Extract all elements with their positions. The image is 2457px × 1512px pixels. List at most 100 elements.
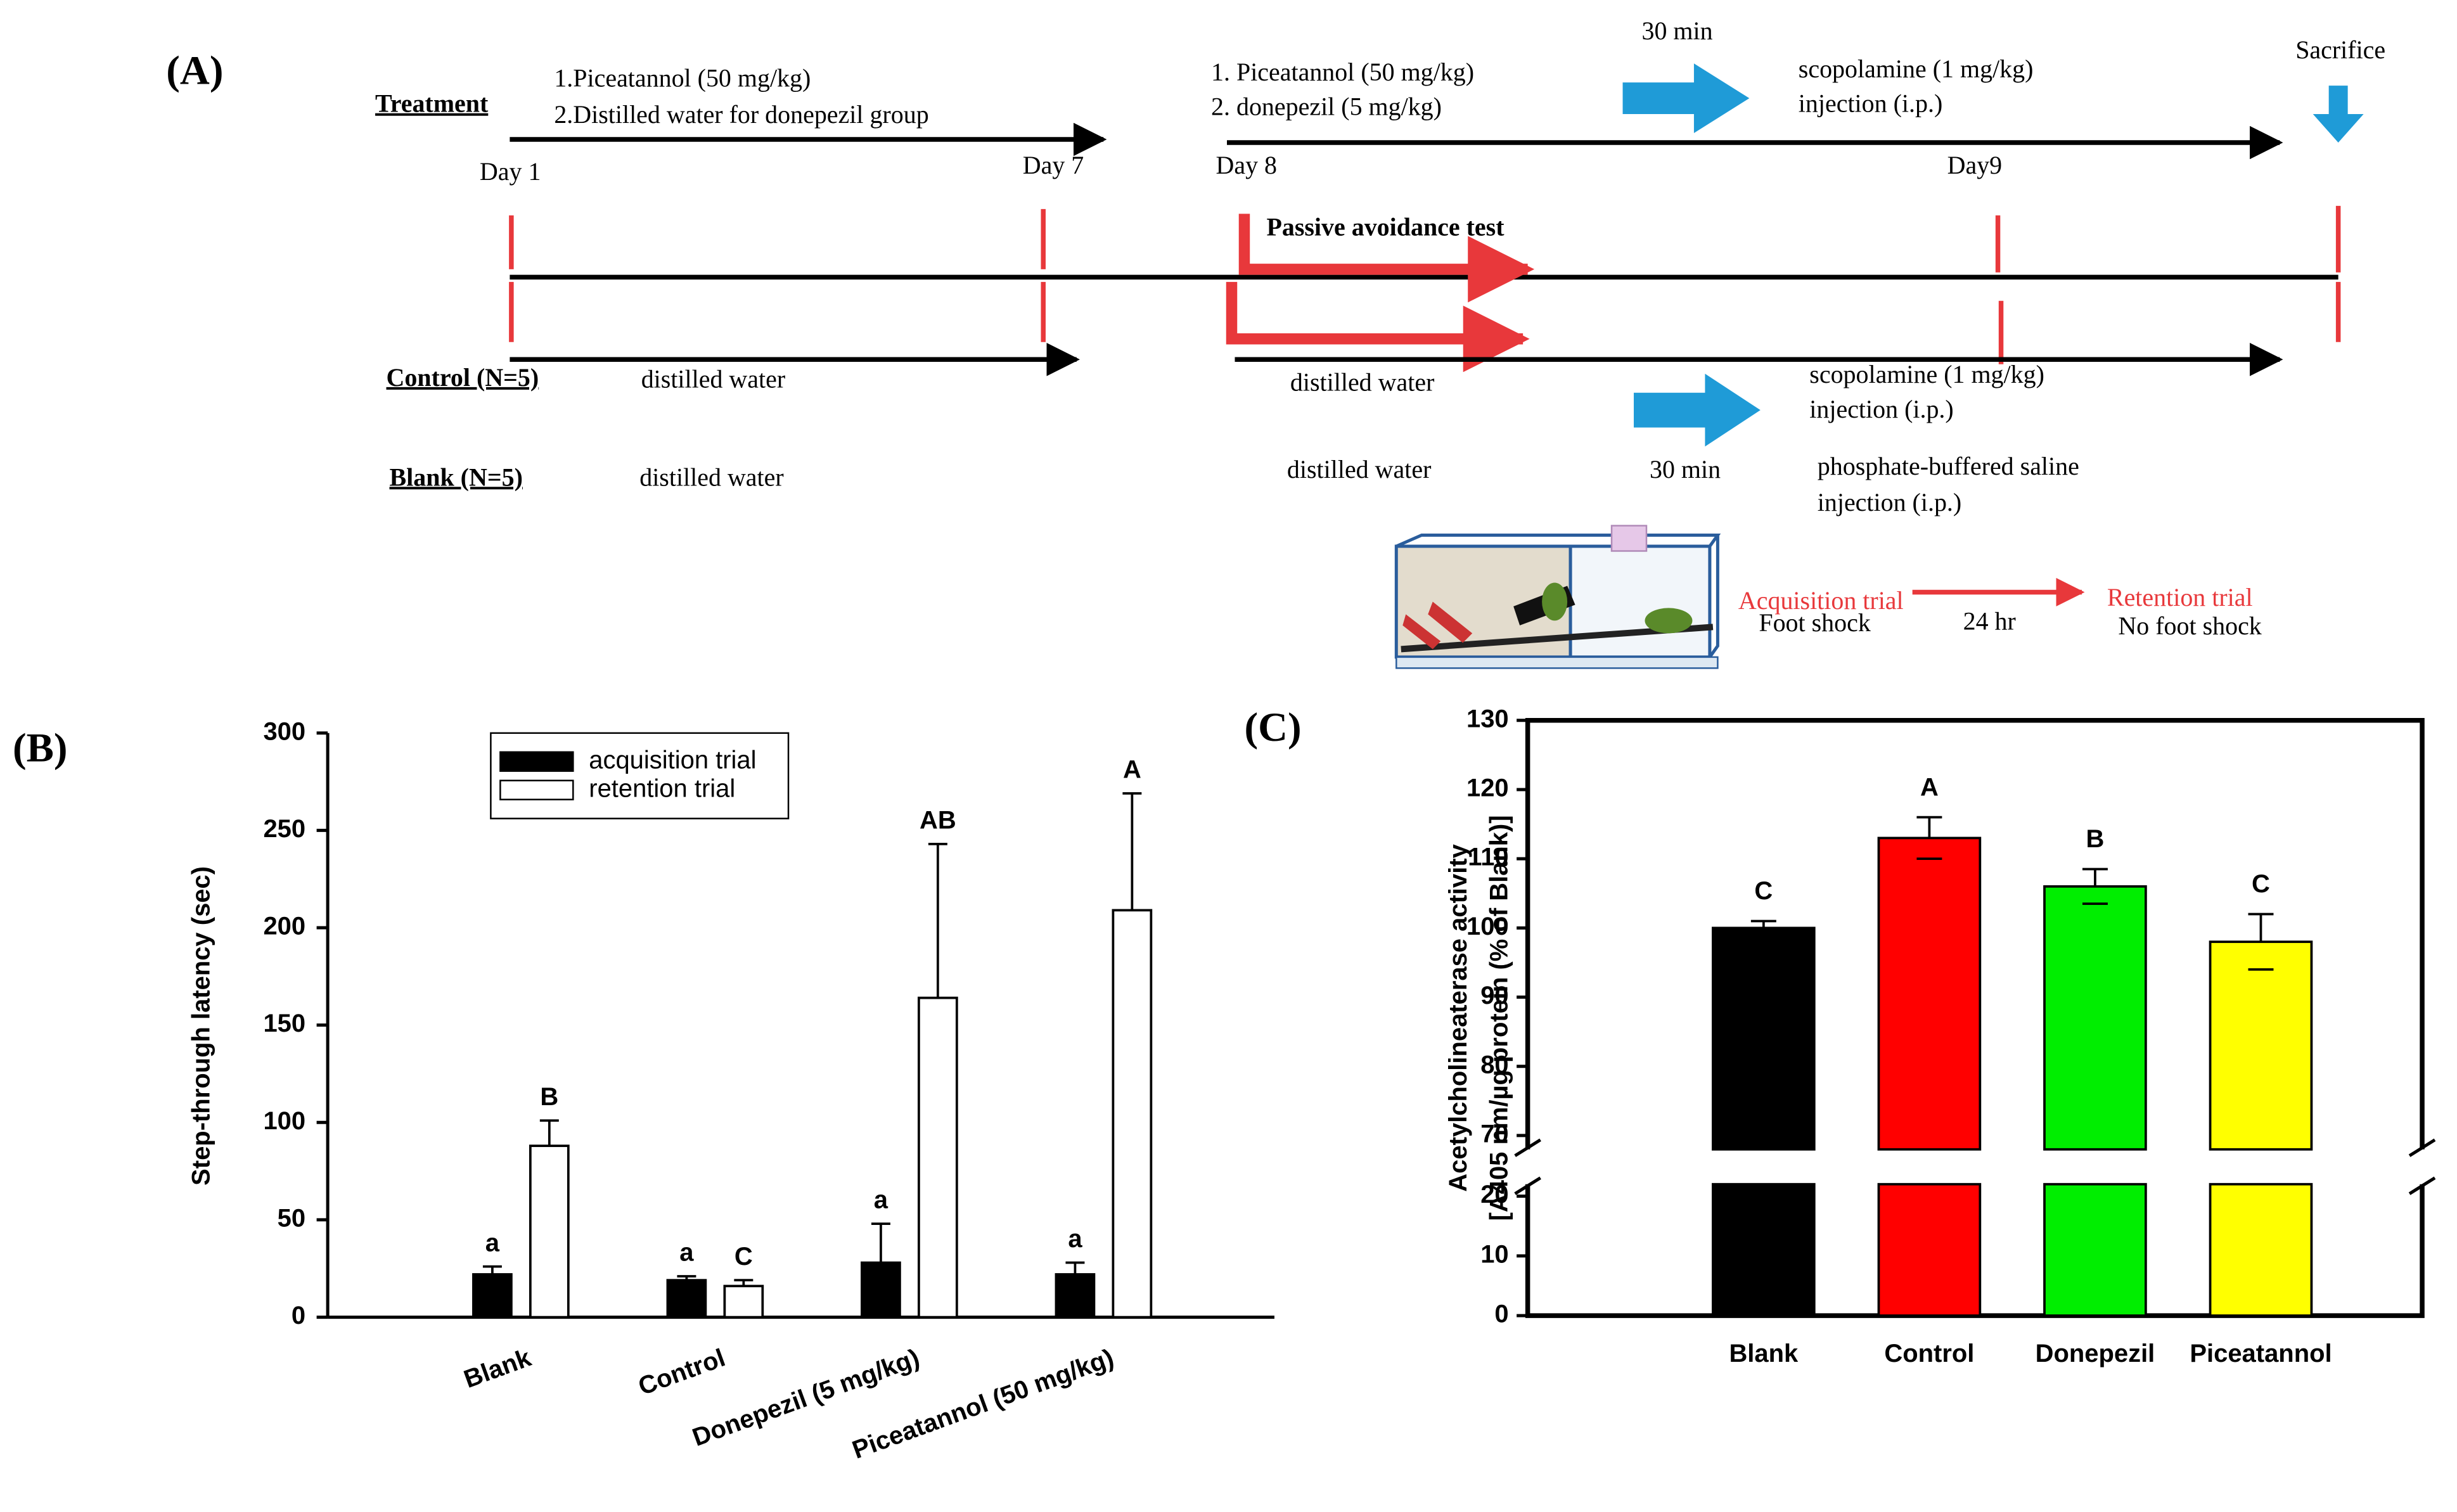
significance-letter: C — [735, 1243, 753, 1271]
injection-text: phosphate-buffered saline — [1818, 452, 2079, 480]
y-tick-label: 150 — [263, 1009, 305, 1037]
injection-text: injection (i.p.) — [1809, 395, 1953, 423]
day-label: Day9 — [1947, 151, 2003, 179]
wait-label: 30 min — [1641, 16, 1712, 45]
x-tick-label: Control — [1884, 1340, 1974, 1368]
dose-text: 2. donepezil (5 mg/kg) — [1211, 93, 1442, 121]
axis-break — [1514, 1138, 1541, 1157]
treatment-text: distilled water — [641, 364, 785, 393]
test-label: Passive avoidance test — [1266, 213, 1504, 241]
y-tick-label: 20 — [1480, 1181, 1508, 1208]
bar — [472, 1273, 513, 1319]
bar — [2043, 885, 2147, 1151]
y-tick-label: 250 — [263, 815, 305, 843]
legend-swatch — [499, 779, 574, 800]
bar — [2209, 940, 2313, 1151]
blue-arrow — [2313, 86, 2364, 143]
blue-arrow — [1634, 373, 1761, 447]
significance-letter: C — [1754, 877, 1773, 905]
trial-label: Retention trial — [2107, 583, 2253, 612]
panel-label: (B) — [13, 726, 68, 771]
panel-label: (C) — [1244, 705, 1301, 750]
injection-text: scopolamine (1 mg/kg) — [1799, 54, 2034, 83]
y-axis-label: Acetylcholineaterase activity — [1444, 844, 1472, 1192]
timeline-diagram: (A) Treatment 1.Piceatannol (50 mg/kg) 2… — [166, 16, 2385, 669]
treatment-text: distilled water — [639, 463, 783, 491]
y-axis-label: Step-through latency (sec) — [187, 866, 215, 1186]
axis-break — [1514, 1176, 1541, 1195]
y-tick-label: 130 — [1466, 705, 1509, 733]
y-tick-label: 100 — [263, 1107, 305, 1135]
treatment-text: distilled water — [1287, 455, 1431, 484]
red-arrow — [1238, 214, 1535, 303]
significance-letter: B — [540, 1083, 558, 1111]
y-tick-label: 120 — [1466, 774, 1509, 802]
y-tick-label: 0 — [1494, 1300, 1508, 1328]
y-tick-label: 70 — [1480, 1120, 1508, 1148]
treatment-text: distilled water — [1290, 368, 1434, 396]
trial-note: Foot shock — [1759, 608, 1870, 637]
injection-text: injection (i.p.) — [1799, 89, 1942, 118]
significance-letter: a — [874, 1186, 888, 1214]
legend-label: retention trial — [589, 774, 735, 802]
dose-text: 2.Distilled water for donepezil group — [554, 100, 928, 129]
y-tick-label: 10 — [1480, 1240, 1508, 1268]
bar — [861, 1261, 901, 1319]
bar — [918, 996, 958, 1319]
group-name: Treatment — [375, 89, 489, 118]
bar-lower — [1712, 1182, 1816, 1317]
bar-lower — [2043, 1182, 2147, 1317]
legend-swatch — [499, 751, 574, 772]
y-tick-label: 90 — [1480, 982, 1508, 1009]
bar — [1055, 1273, 1096, 1319]
significance-letter: A — [1123, 756, 1141, 784]
injection-text: injection (i.p.) — [1818, 488, 1961, 516]
bar-lower — [2209, 1182, 2313, 1317]
y-tick-label: 110 — [1468, 843, 1508, 871]
panel-label: (A) — [166, 48, 223, 93]
day-label: Day 7 — [1023, 151, 1084, 179]
y-tick-label: 100 — [1466, 913, 1509, 940]
significance-letter: a — [485, 1229, 500, 1257]
trial-label: Acquisition trial — [1738, 586, 1904, 615]
injection-text: scopolamine (1 mg/kg) — [1809, 360, 2044, 388]
significance-letter: A — [1920, 773, 1939, 801]
y-axis-label: [A405 nm/µg protein (% of Blank)] — [1485, 815, 1513, 1220]
x-tick-label: Control — [635, 1344, 729, 1401]
x-tick-label: Piceatannol — [2190, 1340, 2332, 1368]
group-name: Blank (N=5) — [390, 463, 523, 491]
significance-letter: a — [1068, 1225, 1082, 1253]
red-arrow — [1226, 281, 1530, 373]
dose-text: 1.Piceatannol (50 mg/kg) — [554, 64, 811, 93]
group-name: Control (N=5) — [387, 363, 539, 392]
bar — [666, 1279, 707, 1319]
y-tick-label: 0 — [292, 1302, 305, 1329]
day-label: Day 1 — [480, 157, 541, 186]
interval-label: 24 hr — [1963, 607, 2016, 636]
significance-letter: C — [2252, 870, 2270, 898]
x-tick-label: Donepezil — [2036, 1340, 2155, 1368]
y-tick-label: 200 — [263, 913, 305, 940]
trial-note: No foot shock — [2118, 612, 2261, 640]
wait-label: 30 min — [1650, 455, 1721, 484]
bar — [1112, 909, 1153, 1319]
sacrifice-label: Sacrifice — [2295, 35, 2385, 64]
axis-break — [2408, 1176, 2436, 1195]
y-tick-label: 80 — [1480, 1051, 1508, 1079]
blue-arrow — [1622, 63, 1750, 134]
legend-label: acquisition trial — [589, 746, 756, 774]
significance-letter: B — [2086, 825, 2105, 853]
significance-letter: AB — [920, 807, 956, 835]
legend-box — [490, 732, 790, 819]
dose-text: 1. Piceatannol (50 mg/kg) — [1211, 58, 1474, 86]
y-tick-label: 300 — [263, 717, 305, 745]
red-ticks — [509, 205, 2341, 364]
x-tick-label: Blank — [460, 1343, 535, 1393]
y-tick-label: 50 — [278, 1204, 305, 1232]
bar — [529, 1144, 570, 1319]
x-tick-label: Blank — [1729, 1340, 1799, 1368]
significance-letter: a — [679, 1239, 694, 1267]
bar — [723, 1285, 764, 1319]
bar — [1712, 926, 1816, 1151]
